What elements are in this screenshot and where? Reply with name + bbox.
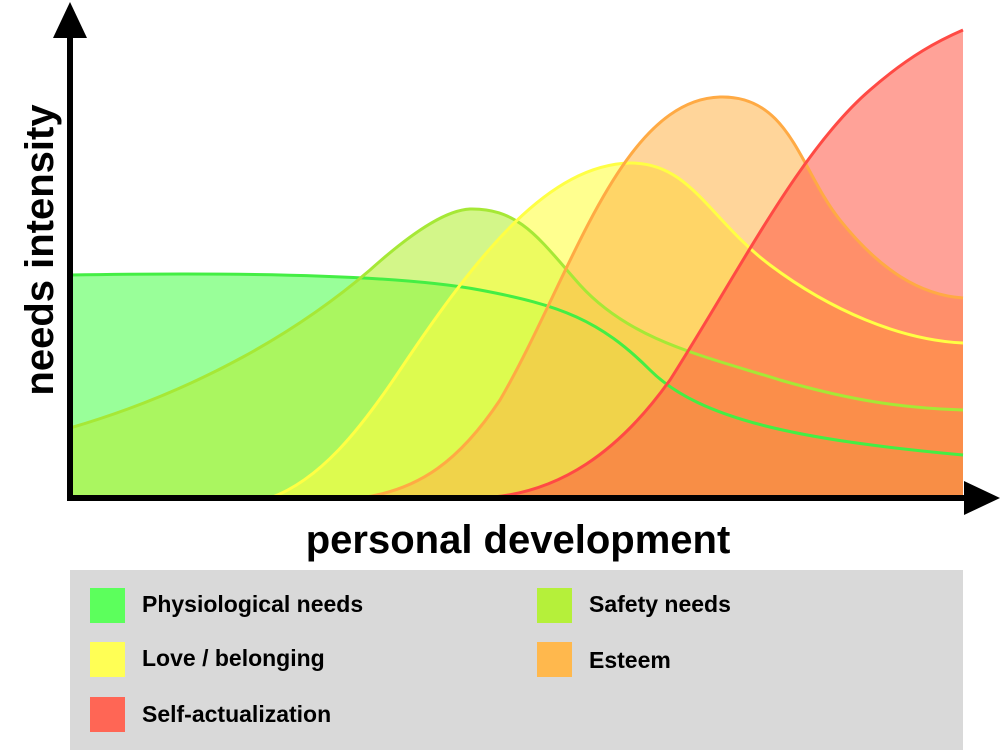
legend-swatch [90, 697, 125, 732]
self-actualization-area [480, 30, 963, 498]
legend-label: Physiological needs [142, 591, 363, 617]
legend-swatch [90, 588, 125, 623]
legend-swatch [537, 642, 572, 677]
self-actualization-line [479, 28, 964, 500]
x-axis-label: personal development [306, 518, 731, 562]
legend: Physiological needs Safety needs Love / … [70, 570, 963, 750]
legend-label: Esteem [589, 647, 671, 673]
axes: needs intensity personal development [18, 2, 1000, 562]
legend-box [70, 570, 963, 750]
physiological-line [69, 272, 964, 457]
legend-swatch [537, 588, 572, 623]
curves [69, 28, 964, 500]
esteem-line [359, 95, 964, 500]
y-axis-arrow [53, 2, 87, 38]
safety-line [69, 207, 964, 430]
y-axis-label: needs intensity [18, 104, 62, 396]
legend-label: Love / belonging [142, 645, 325, 671]
legend-swatch [90, 642, 125, 677]
x-axis-arrow [964, 481, 1000, 515]
legend-label: Safety needs [589, 591, 731, 617]
legend-label: Self-actualization [142, 701, 331, 727]
